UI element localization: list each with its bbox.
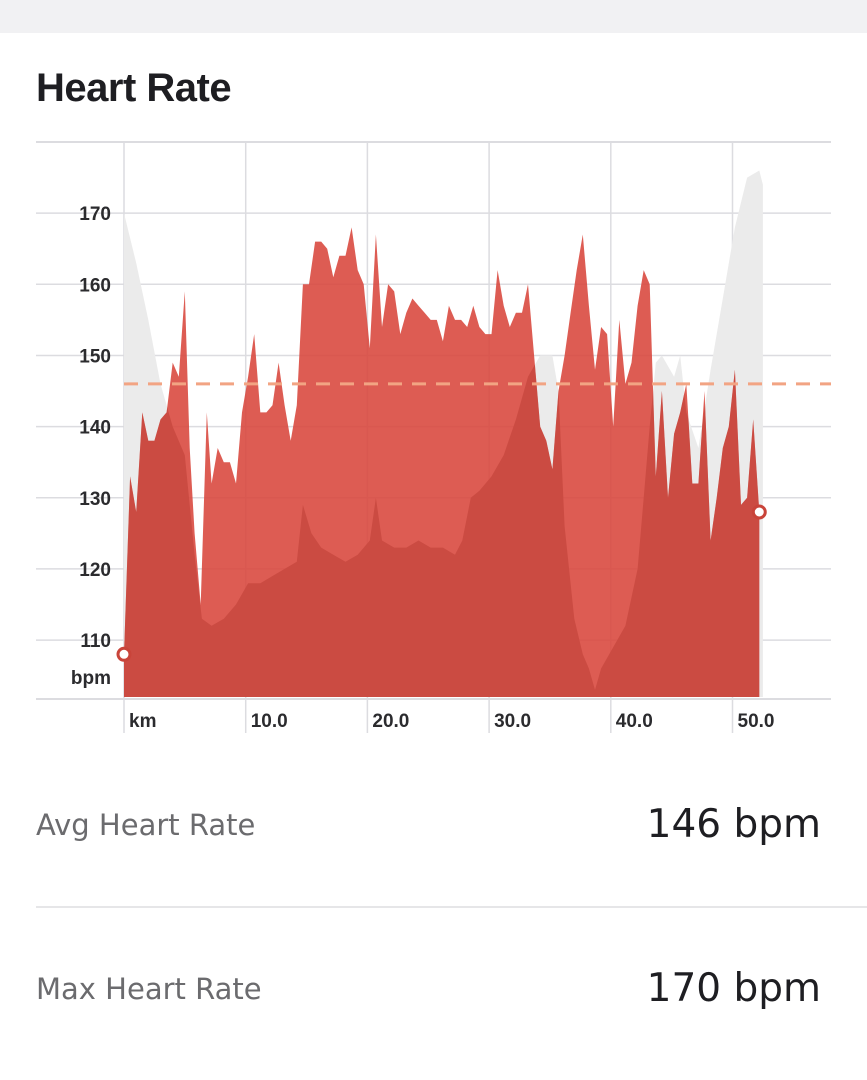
avg-heart-rate-label: Avg Heart Rate <box>36 808 256 842</box>
end-marker[interactable] <box>751 504 767 520</box>
y-tick-label: 110 <box>80 631 111 652</box>
max-heart-rate-value: 170 bpm <box>646 966 821 1011</box>
y-tick-label: 120 <box>79 560 111 581</box>
start-marker[interactable] <box>116 646 132 662</box>
x-axis-ticks: 10.0 20.0 30.0 40.0 50.0 <box>251 711 775 732</box>
y-tick-label: 160 <box>79 275 111 296</box>
chart-svg: 110 120 130 140 150 160 170 bpm 10.0 20.0 30.0 40… <box>36 141 831 733</box>
max-heart-rate-label: Max Heart Rate <box>36 972 262 1006</box>
stats-divider <box>36 906 867 908</box>
x-tick-label: 20.0 <box>372 711 409 732</box>
x-tick-label: 40.0 <box>616 711 653 732</box>
page-title: Heart Rate <box>36 66 232 110</box>
y-axis-ticks: 110 120 130 140 150 160 170 <box>79 204 111 652</box>
y-axis-label: bpm <box>71 668 111 689</box>
x-tick-label: 50.0 <box>738 711 775 732</box>
avg-heart-rate-value: 146 bpm <box>646 802 821 847</box>
y-tick-label: 140 <box>79 418 111 439</box>
y-tick-label: 150 <box>79 346 111 367</box>
x-tick-label: 10.0 <box>251 711 288 732</box>
y-tick-label: 130 <box>79 489 111 510</box>
x-axis-label: km <box>129 711 156 732</box>
top-strip <box>0 0 867 33</box>
heart-rate-area <box>124 227 760 697</box>
heart-rate-chart: 110 120 130 140 150 160 170 bpm 10.0 20.0 30.0 40… <box>36 141 831 733</box>
y-tick-label: 170 <box>79 204 111 225</box>
x-tick-label: 30.0 <box>494 711 531 732</box>
